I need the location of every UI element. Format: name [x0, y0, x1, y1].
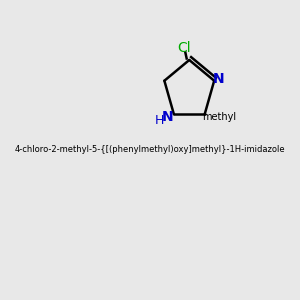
Text: 4-chloro-2-methyl-5-{[(phenylmethyl)oxy]methyl}-1H-imidazole: 4-chloro-2-methyl-5-{[(phenylmethyl)oxy]… — [15, 146, 285, 154]
Text: N: N — [212, 72, 224, 86]
Text: H: H — [155, 114, 164, 127]
Text: methyl: methyl — [202, 112, 236, 122]
Text: N: N — [161, 110, 173, 124]
Text: Cl: Cl — [177, 41, 191, 55]
